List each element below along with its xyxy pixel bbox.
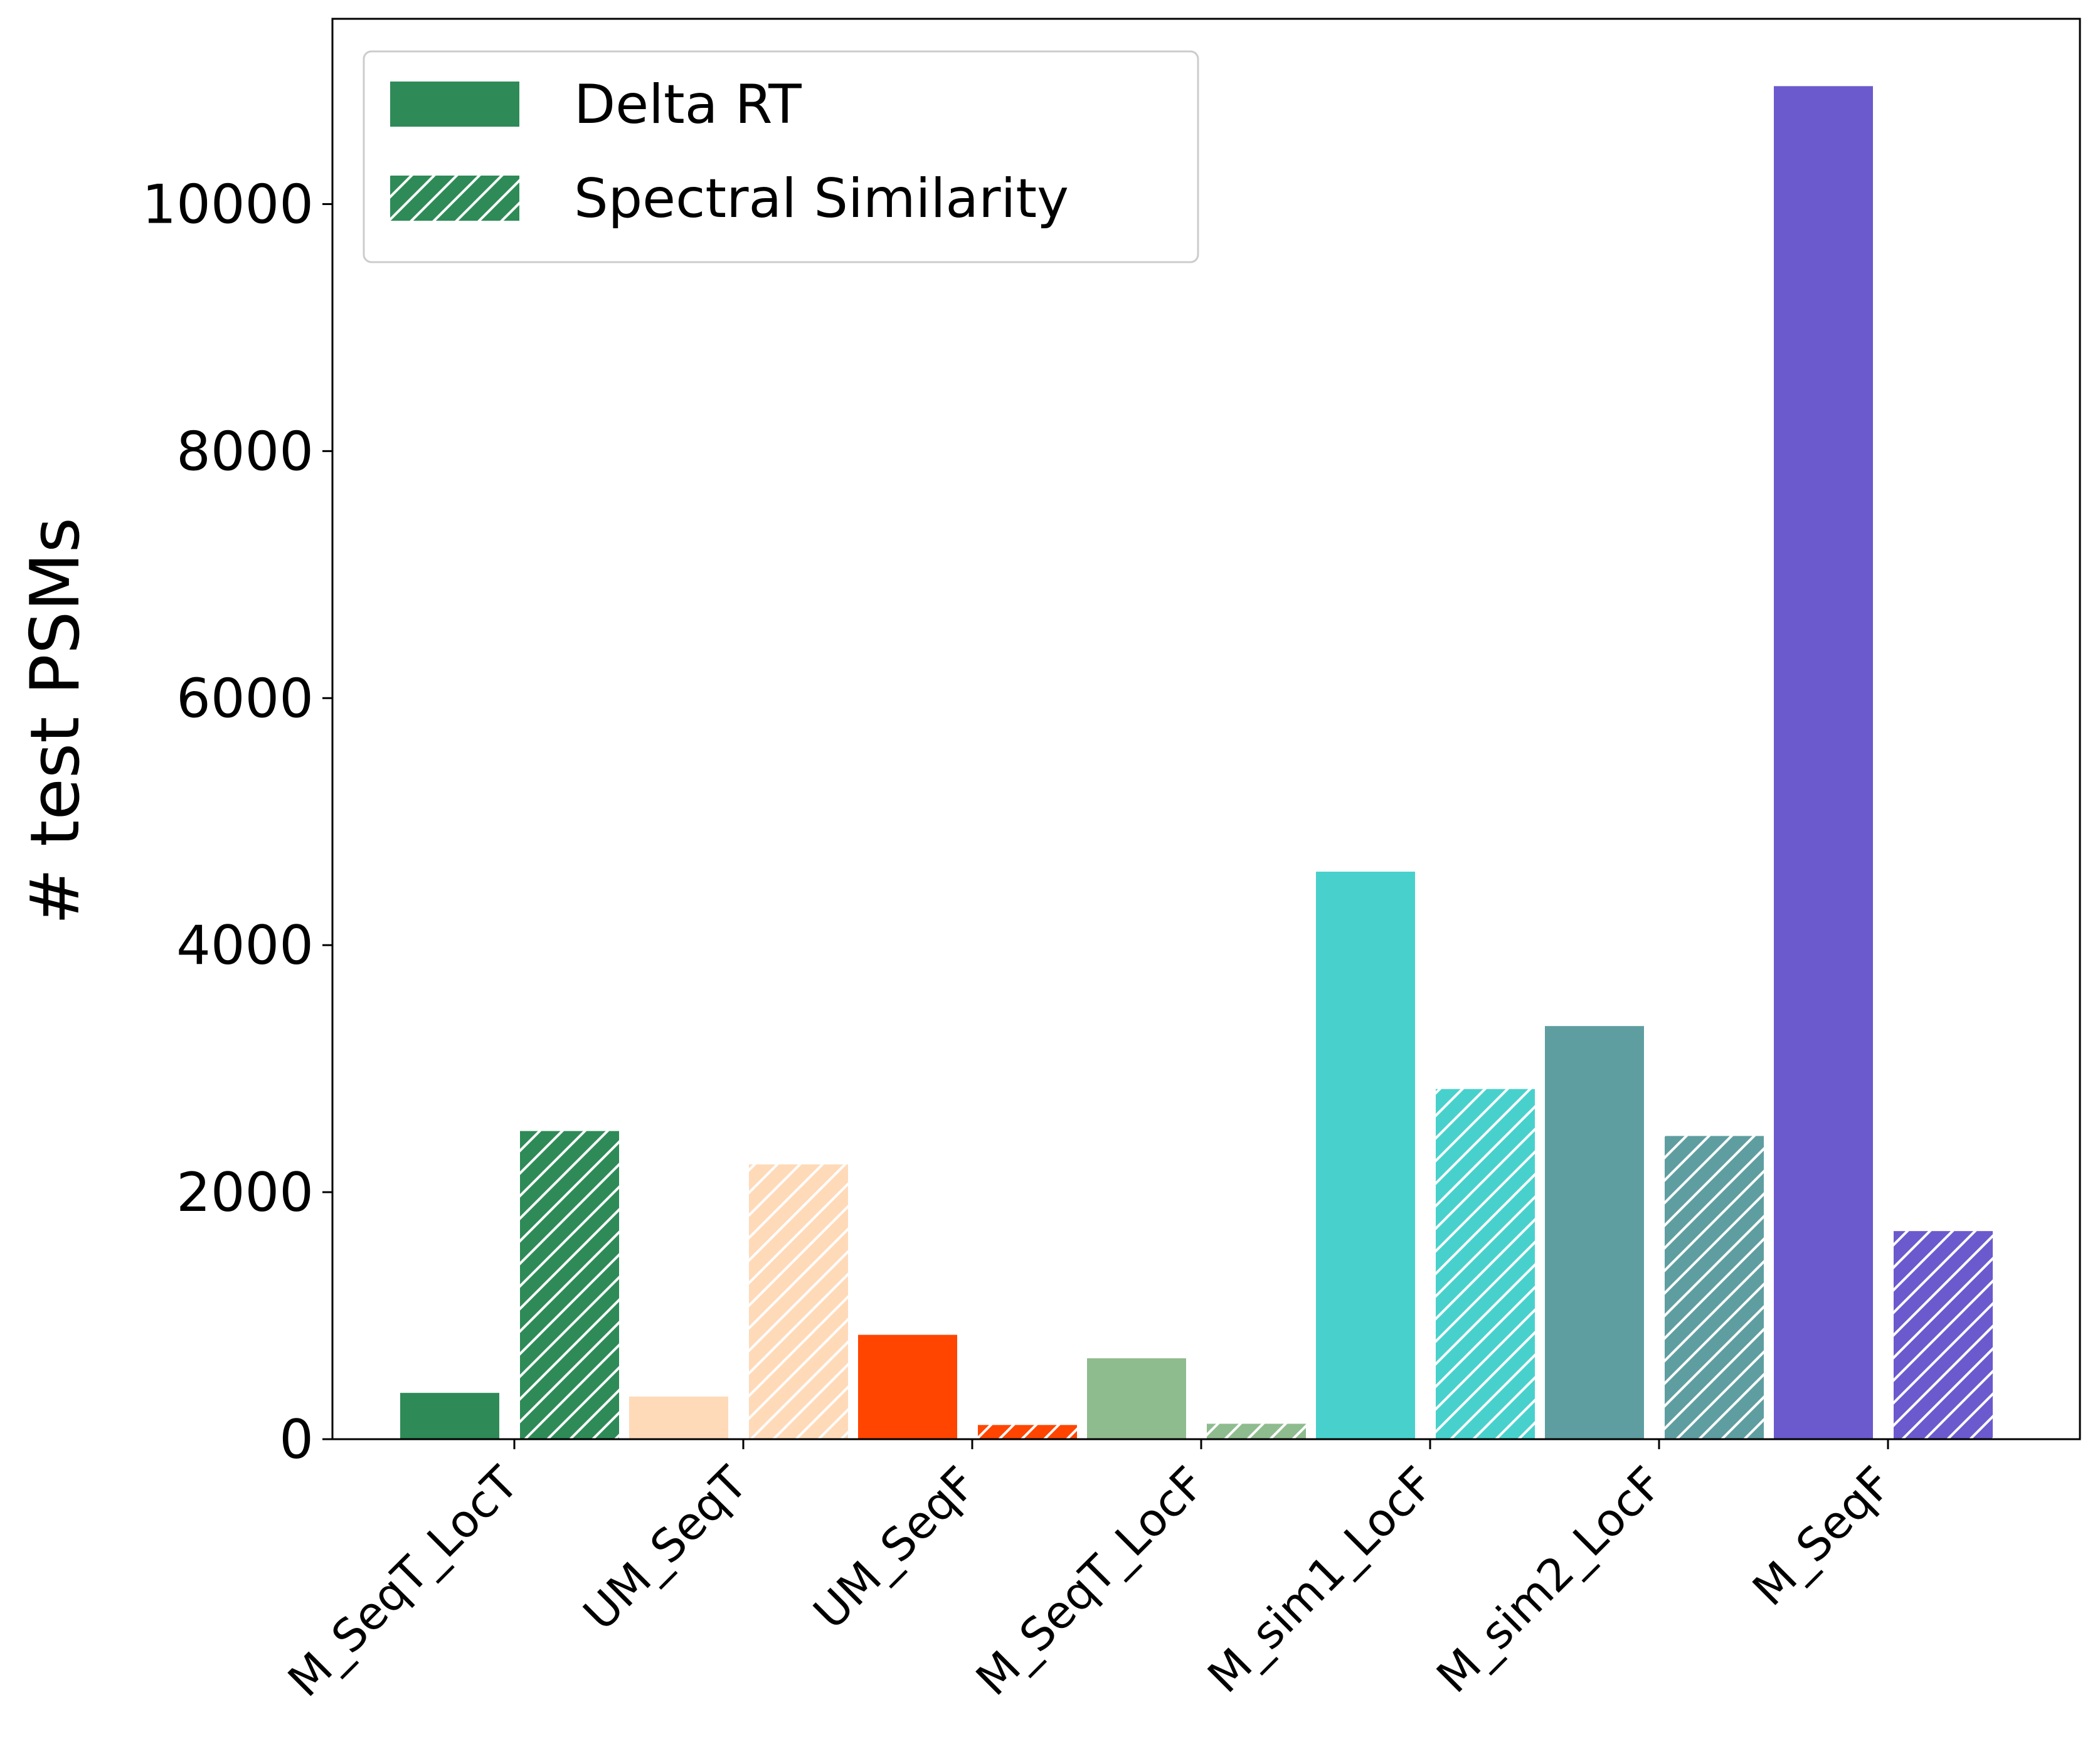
- bar-M_SeqT_LocT-spectral-similarity: [519, 1129, 620, 1440]
- legend-swatch-delta-rt: [390, 82, 519, 127]
- y-tick-label: 2000: [176, 1161, 314, 1224]
- x-tick-label: UM_SeqT: [573, 1456, 758, 1640]
- legend-label-spectral-similarity: Spectral Similarity: [574, 167, 1069, 230]
- y-tick-label: 8000: [176, 420, 314, 483]
- plot-frame: [331, 18, 2081, 1440]
- legend-swatch-spectral-similarity: [390, 176, 519, 221]
- x-tick-label: M_SeqT_LocT: [278, 1456, 529, 1707]
- y-tick-label: 10000: [142, 173, 314, 236]
- bar-M_sim2_LocF-delta-rt: [1544, 1025, 1645, 1440]
- bar-M_SeqT_LocT-delta-rt: [399, 1392, 501, 1440]
- x-tick-label: M_sim2_LocF: [1426, 1457, 1673, 1703]
- y-tick-label: 4000: [176, 914, 314, 977]
- bar-M_SeqT_LocF-spectral-similarity: [1206, 1422, 1307, 1440]
- x-tick-label: UM_SeqF: [803, 1457, 986, 1639]
- bar-M_sim2_LocF-spectral-similarity: [1663, 1134, 1765, 1440]
- x-tick-label: M_sim1_LocF: [1197, 1457, 1444, 1703]
- x-tick-label: M_SeqF: [1742, 1457, 1902, 1616]
- y-axis-label: # test PSMs: [16, 517, 95, 925]
- legend: Delta RT Spectral Similarity: [363, 50, 1199, 263]
- bar-M_SeqF-delta-rt: [1773, 85, 1874, 1440]
- bar-M_sim1_LocF-delta-rt: [1315, 870, 1416, 1440]
- bar-M_SeqT_LocF-delta-rt: [1086, 1357, 1187, 1440]
- bar-M_sim1_LocF-spectral-similarity: [1434, 1087, 1536, 1440]
- bars-layer: [399, 85, 1994, 1440]
- legend-box: [363, 50, 1199, 263]
- legend-label-delta-rt: Delta RT: [574, 73, 802, 136]
- bar-UM_SeqT-delta-rt: [628, 1395, 729, 1440]
- y-tick-label: 6000: [176, 667, 314, 730]
- y-tick-label: 0: [279, 1408, 314, 1471]
- bar-M_SeqF-spectral-similarity: [1892, 1230, 1994, 1440]
- bar-UM_SeqF-spectral-similarity: [977, 1424, 1078, 1440]
- bar-UM_SeqF-delta-rt: [857, 1333, 958, 1440]
- x-tick-label: M_SeqT_LocF: [966, 1457, 1215, 1706]
- bar-UM_SeqT-spectral-similarity: [748, 1163, 849, 1440]
